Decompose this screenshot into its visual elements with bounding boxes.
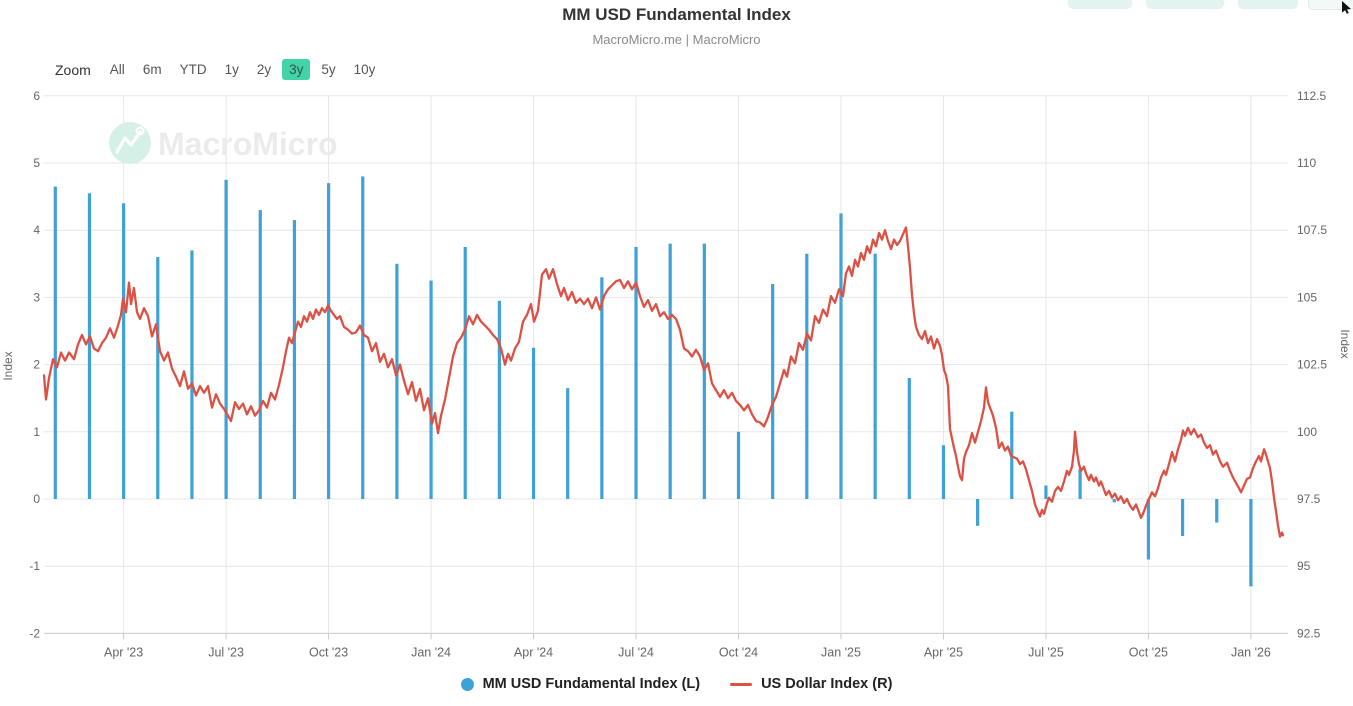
fundamental-index-bar[interactable] [497,300,501,499]
watermark-logo-zigzag [115,130,142,154]
x-axis-tick-label: Jan '26 [1231,645,1271,659]
zoom-label: Zoom [55,61,91,78]
left-axis-tick-label: 6 [33,89,40,103]
fundamental-index-bar[interactable] [976,499,980,526]
left-axis-tick-label: 3 [33,290,40,304]
range-button-6m[interactable]: 6m [142,62,162,77]
fundamental-index-bar[interactable] [873,253,877,499]
fundamental-index-bar[interactable] [668,243,672,499]
x-axis-tick-label: Jul '24 [618,645,654,659]
legend-circle-marker-icon [460,677,474,691]
range-button-5y[interactable]: 5y [321,62,336,77]
fundamental-index-bar[interactable] [190,250,194,499]
watermark-text: MacroMicro [158,126,338,162]
left-axis-tick-label: 2 [33,358,40,372]
cutoff-top-button-3[interactable] [1238,0,1298,9]
fundamental-index-bar[interactable] [907,378,911,499]
range-button-3y[interactable]: 3y [282,59,311,80]
left-axis-title: Index [1,351,15,380]
fundamental-index-bar[interactable] [463,247,467,499]
fundamental-index-bar[interactable] [1215,499,1219,523]
range-button-1y[interactable]: 1y [224,62,239,77]
x-axis-tick-label: Jan '25 [821,645,861,659]
right-axis-tick-label: 102.5 [1297,358,1327,372]
range-button-10y[interactable]: 10y [353,62,376,77]
right-axis-tick-label: 112.5 [1297,89,1326,103]
fundamental-index-bar[interactable] [1044,485,1048,499]
fundamental-index-bar[interactable] [395,263,399,499]
range-selector: Zoom All 6m YTD 1y 2y 3y 5y 10y [55,59,386,80]
x-axis-tick-label: Oct '25 [1129,645,1168,659]
legend-label: US Dollar Index (R) [761,676,893,692]
right-axis-tick-label: 100 [1297,425,1317,439]
fundamental-index-bar[interactable] [122,203,126,499]
right-axis-tick-label: 105 [1297,290,1317,304]
fundamental-index-bar[interactable] [702,243,706,499]
fundamental-index-bar[interactable] [839,213,843,499]
fundamental-index-bar[interactable] [1112,499,1116,503]
fundamental-index-bar[interactable] [326,183,331,499]
chart-credits[interactable]: MacroMicro.me | MacroMicro [592,32,761,47]
cutoff-top-button-4[interactable] [1308,0,1353,10]
legend-item-line[interactable]: US Dollar Index (R) [730,676,892,692]
fundamental-index-bar[interactable] [771,283,775,499]
fundamental-index-bar[interactable] [53,186,57,499]
fundamental-index-bar[interactable] [566,388,570,499]
legend-label: MM USD Fundamental Index (L) [482,676,701,692]
fundamental-index-bar[interactable] [736,431,741,499]
right-axis-tick-label: 97.5 [1297,492,1321,506]
fundamental-index-bar[interactable] [1078,468,1082,499]
range-button-all[interactable]: All [109,62,125,77]
range-button-ytd[interactable]: YTD [179,62,207,77]
left-axis-tick-label: -2 [29,626,40,640]
right-axis-tick-label: 110 [1297,156,1316,170]
x-axis-tick-label: Jul '23 [208,645,244,659]
fundamental-index-bar[interactable] [1249,499,1253,587]
legend-line-marker-icon [730,682,753,686]
mouse-cursor-icon [1342,1,1352,14]
x-axis-tick-label: Oct '24 [719,645,758,659]
left-axis-tick-label: 0 [33,492,40,506]
range-button-2y[interactable]: 2y [256,62,272,77]
fundamental-index-bar[interactable] [634,247,638,499]
legend-item-bars[interactable]: MM USD Fundamental Index (L) [460,676,701,692]
fundamental-index-bar[interactable] [429,280,433,499]
fundamental-index-bar[interactable] [258,210,262,500]
fundamental-index-bar[interactable] [224,179,228,500]
left-axis-tick-label: 1 [33,425,40,439]
fundamental-index-bar[interactable] [361,176,365,499]
right-axis-title: Index [1338,329,1352,358]
us-dollar-index-line[interactable] [42,226,1285,538]
fundamental-index-bar[interactable] [87,193,92,500]
cutoff-top-button-2[interactable] [1146,0,1224,9]
x-axis-tick-label: Apr '23 [104,645,143,659]
chart-header: MM USD Fundamental Index MacroMicro.me |… [0,5,1353,47]
fundamental-index-bar[interactable] [1180,499,1185,536]
x-axis-tick-label: Jan '24 [411,645,451,659]
watermark-logo-ring [135,126,145,136]
fundamental-index-bar[interactable] [156,257,160,499]
fundamental-index-bar[interactable] [941,445,946,499]
cutoff-top-button-1[interactable] [1068,0,1132,9]
fundamental-index-bar[interactable] [805,253,809,499]
left-axis-tick-label: 4 [33,223,40,237]
fundamental-index-bar[interactable] [1146,499,1151,560]
x-axis-tick-label: Jul '25 [1028,645,1064,659]
x-axis-tick-label: Oct '23 [309,645,348,659]
fundamental-index-bar[interactable] [292,220,297,499]
chart-legend: MM USD Fundamental Index (L) US Dollar In… [0,676,1353,692]
fundamental-index-bar[interactable] [531,347,536,499]
x-axis-tick-label: Apr '24 [514,645,553,659]
left-axis-tick-label: 5 [33,156,40,170]
left-axis-tick-label: -1 [29,559,40,573]
fundamental-index-bar[interactable] [600,277,604,499]
x-axis-tick-label: Apr '25 [924,645,963,659]
right-axis-tick-label: 92.5 [1297,626,1321,640]
page-title: MM USD Fundamental Index [562,5,791,24]
right-axis-tick-label: 107.5 [1297,223,1327,237]
right-axis-tick-label: 95 [1297,559,1311,573]
range-buttons: All 6m YTD 1y 2y 3y 5y 10y [103,59,387,80]
